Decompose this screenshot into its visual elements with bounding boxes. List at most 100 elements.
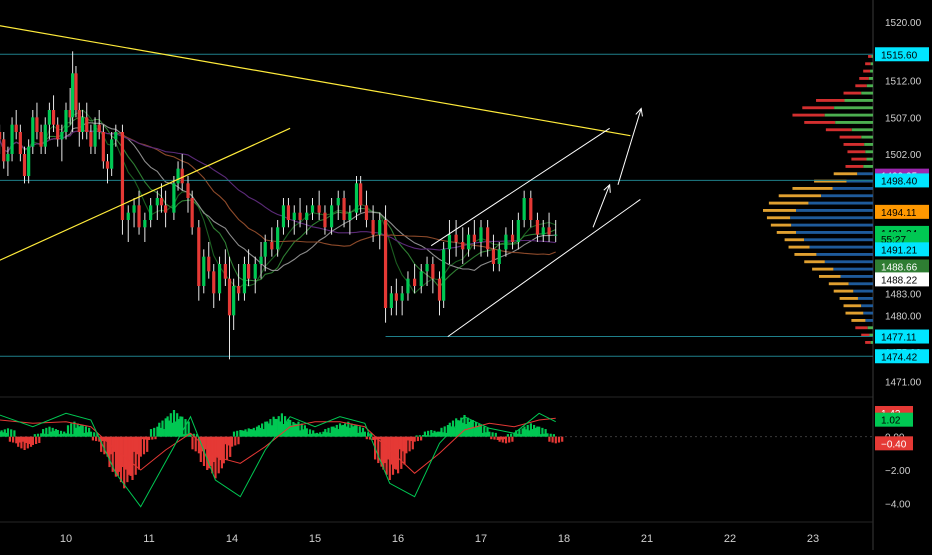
indicator-label-text: −0.40 xyxy=(881,439,907,450)
histogram-bar-positive xyxy=(176,413,179,437)
histogram-bar-positive xyxy=(272,416,275,437)
candle-down xyxy=(359,183,363,206)
histogram-bar-negative xyxy=(557,436,561,443)
time-tick-label: 14 xyxy=(226,533,238,545)
histogram-bar-positive xyxy=(289,420,292,437)
histogram-bar-positive xyxy=(93,432,96,437)
histogram-bar-negative xyxy=(561,436,564,442)
histogram-bar-negative xyxy=(133,436,136,452)
profile-bar-sell xyxy=(855,326,868,330)
histogram-bar-negative xyxy=(128,436,131,475)
histogram-bar-positive xyxy=(344,423,347,437)
candle-up xyxy=(419,271,423,286)
histogram-bar-positive xyxy=(250,429,253,437)
histogram-bar-positive xyxy=(149,429,153,437)
histogram-bar-positive xyxy=(50,431,53,437)
histogram-bar-positive xyxy=(73,421,76,437)
profile-bar-sell xyxy=(843,91,862,95)
histogram-bar-positive xyxy=(5,432,8,437)
projection-arrow-head xyxy=(603,183,611,193)
profile-bar-buy xyxy=(804,238,873,242)
profile-bar-buy xyxy=(824,113,873,117)
indicator-tick-label: −4.00 xyxy=(885,499,911,510)
profile-bar-sell xyxy=(792,113,825,117)
profile-bar-buy xyxy=(796,231,873,234)
histogram-bar-positive xyxy=(1,432,4,437)
histogram-bar-positive xyxy=(523,426,526,437)
histogram-bar-positive xyxy=(259,427,262,437)
histogram-bar-positive xyxy=(162,429,165,437)
histogram-bar-positive xyxy=(302,429,305,437)
histogram-bar-positive xyxy=(54,429,57,437)
candle-down xyxy=(547,227,551,235)
candle-up xyxy=(447,234,452,250)
candle-down xyxy=(472,234,476,242)
histogram-bar-negative xyxy=(17,436,20,447)
price-label-box xyxy=(875,259,929,274)
histogram-bar-positive xyxy=(299,430,302,437)
histogram-bar-positive xyxy=(435,432,438,437)
candle-down xyxy=(18,132,22,154)
histogram-bar-positive xyxy=(446,425,449,437)
histogram-bar-positive xyxy=(461,422,464,437)
histogram-bar-positive xyxy=(261,423,264,437)
histogram-bar-negative xyxy=(225,436,229,461)
profile-bar-buy xyxy=(869,333,873,337)
histogram-bar-negative xyxy=(365,436,368,440)
profile-bar-sell xyxy=(788,245,810,249)
histogram-bar-negative xyxy=(12,436,15,443)
histogram-bar-positive xyxy=(423,431,426,437)
histogram-bar-positive xyxy=(65,433,68,437)
histogram-bar-positive xyxy=(40,433,43,437)
histogram-bar-negative xyxy=(212,436,215,462)
histogram-bar-negative xyxy=(395,436,398,470)
histogram-bar-negative xyxy=(112,436,116,452)
histogram-bar-positive xyxy=(247,428,250,437)
histogram-bar-negative xyxy=(393,436,396,469)
candle-up xyxy=(47,110,51,125)
profile-bar-sell xyxy=(865,62,871,66)
candle-up xyxy=(442,249,446,301)
histogram-bar-positive xyxy=(195,434,199,437)
candle-down xyxy=(77,110,81,132)
histogram-bar-positive xyxy=(421,435,425,437)
profile-bar-sell xyxy=(843,304,862,308)
histogram-bar-positive xyxy=(71,434,74,437)
candle-down xyxy=(89,132,93,147)
indicator-label-text: 1.02 xyxy=(881,416,901,427)
candle-up xyxy=(31,117,35,147)
profile-bar-buy xyxy=(796,209,873,212)
candle-up xyxy=(242,264,247,294)
candle-down xyxy=(197,227,201,286)
histogram-bar-positive xyxy=(486,427,489,437)
histogram-bar-positive xyxy=(476,426,479,437)
histogram-bar-positive xyxy=(350,423,353,437)
price-tick-label: 1471.00 xyxy=(885,377,922,388)
histogram-bar-positive xyxy=(81,425,84,437)
time-tick-label: 15 xyxy=(309,533,321,545)
profile-bar-sell xyxy=(847,150,866,154)
candle-up xyxy=(217,264,222,294)
candle-up xyxy=(389,293,393,308)
histogram-bar-negative xyxy=(503,436,506,440)
histogram-bar-negative xyxy=(402,436,405,452)
histogram-bar-positive xyxy=(249,429,252,437)
candle-up xyxy=(554,234,558,236)
histogram-bar-negative xyxy=(15,436,18,444)
histogram-bar-positive xyxy=(294,423,297,437)
histogram-bar-positive xyxy=(42,429,45,437)
profile-bar-buy xyxy=(868,77,873,80)
candle-down xyxy=(437,278,442,301)
histogram-bar-positive xyxy=(478,424,481,437)
histogram-bar-positive xyxy=(457,420,460,437)
candle-up xyxy=(132,205,136,213)
histogram-bar-positive xyxy=(308,429,312,437)
histogram-bar-positive xyxy=(189,433,192,437)
histogram-bar-negative xyxy=(23,436,26,450)
candle-up xyxy=(263,242,267,257)
candle-up xyxy=(281,205,286,228)
profile-bar-sell xyxy=(828,282,849,286)
histogram-bar-negative xyxy=(8,436,11,442)
candle-up xyxy=(64,110,68,132)
